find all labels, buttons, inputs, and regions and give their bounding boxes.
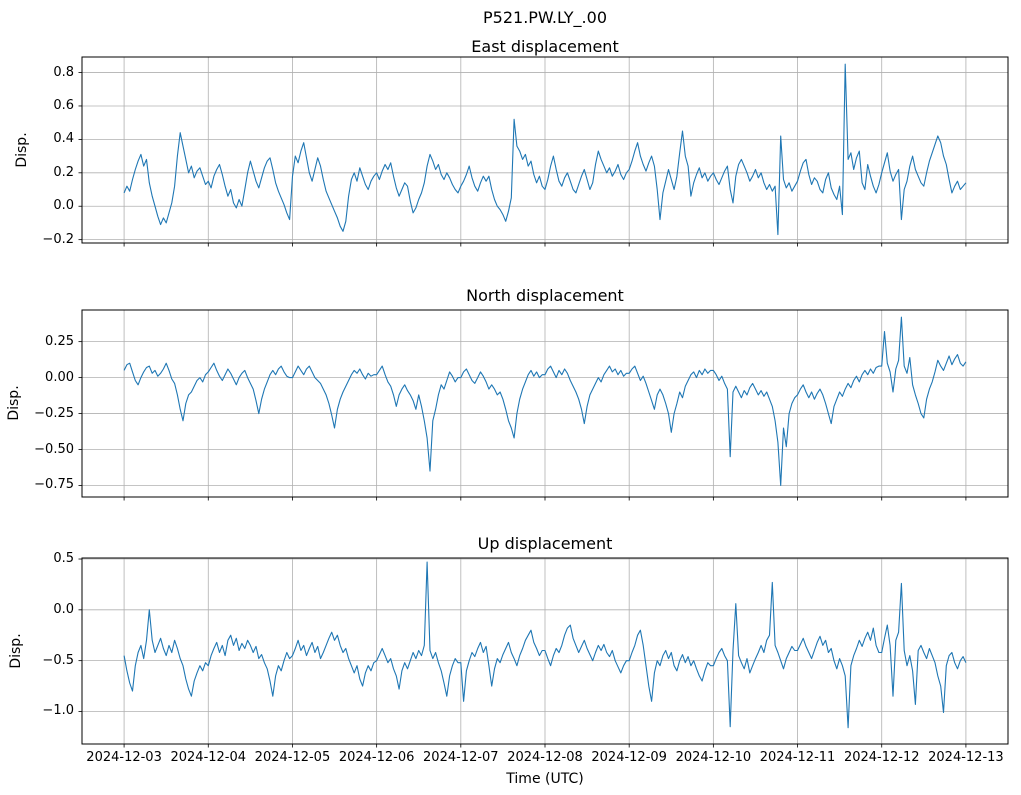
east-series-line: [123, 63, 967, 236]
x-tick-label: 2024-12-04: [170, 750, 247, 765]
east-y-tick-label: 0.2: [53, 164, 74, 180]
north-y-tick-label: 0.00: [45, 369, 74, 385]
up-chart: [78, 557, 1009, 748]
east-y-tick-label: 0.6: [53, 97, 74, 113]
x-axis-label: Time (UTC): [506, 771, 584, 787]
east-y-tick-label: 0.4: [53, 131, 74, 147]
north-series-line: [123, 316, 967, 487]
north-y-tick-label: −0.75: [34, 477, 74, 493]
up-y-tick-label: −1.0: [42, 703, 74, 719]
x-tick-label: 2024-12-03: [86, 750, 162, 765]
east-chart: [78, 56, 1009, 247]
north-chart-title: North displacement: [466, 286, 624, 305]
x-tick-label: 2024-12-07: [423, 750, 499, 765]
north-y-tick-label: −0.25: [34, 405, 74, 421]
x-tick-label: 2024-12-12: [843, 750, 920, 765]
x-tick-label: 2024-12-11: [759, 750, 836, 765]
up-y-tick-label: 0.0: [53, 601, 74, 617]
east-chart-title: East displacement: [471, 37, 619, 56]
x-tick-label: 2024-12-13: [928, 750, 1004, 765]
up-chart-title: Up displacement: [477, 534, 613, 553]
north-y-tick-label: −0.50: [34, 441, 74, 457]
east-y-tick-label: 0.0: [53, 198, 74, 214]
x-tick-label: 2024-12-10: [675, 750, 752, 765]
figure-title: P521.PW.LY_.00: [483, 8, 607, 27]
up-y-tick-label: 0.5: [53, 551, 74, 567]
east-y-tick-label: −0.2: [42, 231, 74, 247]
east-y-tick-label: 0.8: [53, 64, 74, 80]
north-chart: [78, 309, 1009, 501]
x-tick-label: 2024-12-06: [338, 750, 415, 765]
up-series-line: [123, 561, 967, 729]
x-tick-label: 2024-12-05: [254, 750, 331, 765]
x-tick-label: 2024-12-09: [591, 750, 667, 765]
x-tick-label: 2024-12-08: [507, 750, 583, 765]
north-y-tick-label: 0.25: [45, 333, 74, 349]
up-y-tick-label: −0.5: [42, 652, 74, 668]
